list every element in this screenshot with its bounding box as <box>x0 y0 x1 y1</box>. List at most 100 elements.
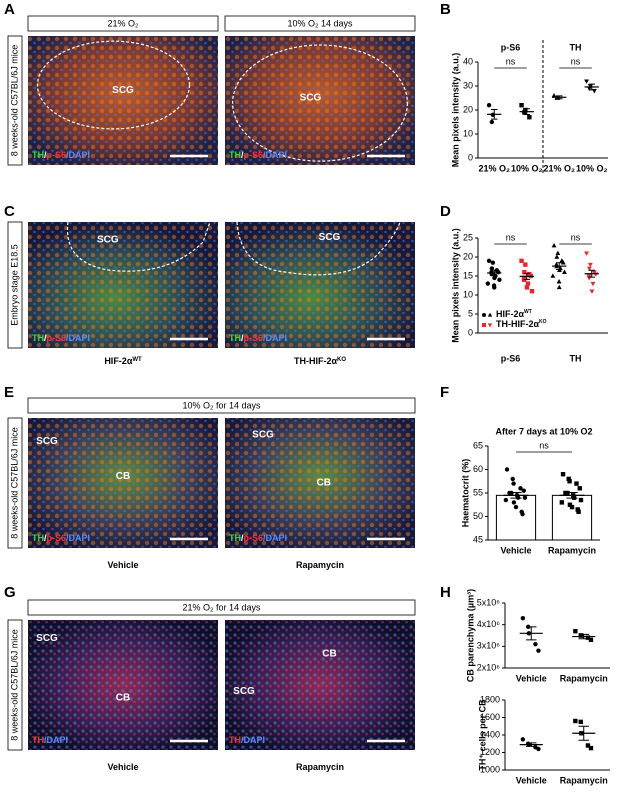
data-point <box>587 262 593 268</box>
y-tick-label: 45 <box>473 534 483 544</box>
stain-part: p-S6 <box>47 333 67 343</box>
image-caption: HIF-2αWT <box>104 356 142 366</box>
panel-letter: A <box>4 1 15 18</box>
micrograph-texture <box>28 36 218 165</box>
group-label: p-S6 <box>501 42 521 52</box>
header-label: 10% O₂ for 14 days <box>182 400 261 410</box>
data-point <box>536 648 541 653</box>
region-label: SCG <box>319 232 341 243</box>
data-point <box>559 500 565 505</box>
stain-legend: TH/p-S6/DAPI <box>229 533 287 543</box>
data-point <box>586 266 592 272</box>
caption-text: Vehicle <box>107 560 138 570</box>
data-point <box>578 719 583 725</box>
side-label-box <box>7 35 23 166</box>
x-tick-label: 10% O₂ <box>511 163 543 173</box>
data-point <box>584 251 589 256</box>
data-point <box>573 628 578 634</box>
data-point <box>487 312 493 317</box>
stain-legend: TH/p-S6/DAPI <box>229 333 287 343</box>
region-label: CB <box>322 648 336 659</box>
stain-part: p-S6 <box>244 533 264 543</box>
stain-part: TH <box>229 533 241 543</box>
error-bar <box>556 262 563 271</box>
error-bar <box>526 626 537 641</box>
data-point <box>578 497 584 503</box>
micrograph-texture <box>28 418 218 548</box>
stain-legend: TH/p-S6/DAPI <box>32 533 90 543</box>
data-point <box>490 260 496 265</box>
y-tick-label: 1200 <box>480 747 500 757</box>
panel-letter: G <box>4 584 16 601</box>
header-label: 10% O₂ 14 days <box>287 18 353 28</box>
data-point <box>573 718 578 724</box>
stain-part: /DAPI <box>44 735 68 745</box>
data-point <box>589 289 595 294</box>
group-label: TH <box>570 353 582 363</box>
header-box <box>224 15 416 32</box>
data-point <box>567 479 572 484</box>
stain-legend: TH/p-S6/DAPI <box>229 150 287 160</box>
stain-legend: TH/DAPI <box>229 735 265 745</box>
legend-label: HIF-2αWT <box>496 309 532 319</box>
error-bar <box>491 109 498 120</box>
data-point <box>555 250 561 255</box>
y-tick-label: 2x10⁶ <box>477 662 501 672</box>
header-label: 21% O₂ for 14 days <box>182 602 261 612</box>
data-point <box>593 272 599 277</box>
data-point <box>576 509 581 514</box>
data-point <box>513 504 519 510</box>
region-label: SCG <box>36 633 58 644</box>
data-point <box>486 258 492 263</box>
side-label: 8 weeks-old C57BL/6J mice <box>9 427 19 539</box>
stain-part: TH <box>32 150 44 160</box>
y-tick-label: 0 <box>468 327 473 337</box>
data-point <box>520 737 526 742</box>
data-point <box>551 242 557 248</box>
y-tick-label: 4x10⁶ <box>477 619 501 629</box>
significance-label: ns <box>506 56 516 66</box>
region-label: SCG <box>97 234 119 245</box>
header-label: 21% O₂ <box>107 18 139 28</box>
caption-text: HIF-2α <box>104 356 133 366</box>
x-tick-label: Vehicle <box>516 673 547 683</box>
header-box <box>27 599 416 616</box>
caption-text: Rapamycin <box>296 762 344 772</box>
data-point <box>522 495 528 500</box>
header-box <box>27 397 416 414</box>
region-label: CB <box>116 471 130 482</box>
error-bar <box>578 725 589 741</box>
data-point <box>560 260 566 265</box>
group-label: TH <box>570 42 582 52</box>
y-tick-label: 20 <box>463 104 473 114</box>
error-bar <box>556 95 563 100</box>
legend-text: TH-HIF-2α <box>496 319 539 329</box>
micrograph-texture <box>225 222 415 348</box>
y-tick-label: 25 <box>463 232 473 242</box>
x-tick-label: Rapamycin <box>560 673 608 683</box>
y-tick-label: 5x10⁶ <box>477 597 501 607</box>
y-tick-label: 60 <box>473 464 483 474</box>
data-point <box>567 502 573 507</box>
significance-label: ns <box>506 232 516 242</box>
data-point <box>577 486 582 491</box>
data-point <box>585 635 591 640</box>
data-point <box>520 511 525 517</box>
data-point <box>527 115 532 120</box>
region-label: SCG <box>252 430 274 441</box>
tissue-outline <box>66 221 211 272</box>
data-point <box>585 743 591 748</box>
x-tick-label: Rapamycin <box>560 775 608 785</box>
error-bar <box>578 633 589 640</box>
data-point <box>520 615 526 621</box>
stain-part: TH <box>229 150 241 160</box>
data-point <box>510 476 515 482</box>
error-bar <box>566 492 578 499</box>
data-point <box>522 110 527 115</box>
stain-part: / <box>241 533 244 543</box>
y-tick-label: 15 <box>463 270 473 280</box>
stain-part: p-S6 <box>244 333 264 343</box>
y-tick-label: 0 <box>468 152 473 162</box>
x-tick-label: 21% O₂ <box>543 163 575 173</box>
